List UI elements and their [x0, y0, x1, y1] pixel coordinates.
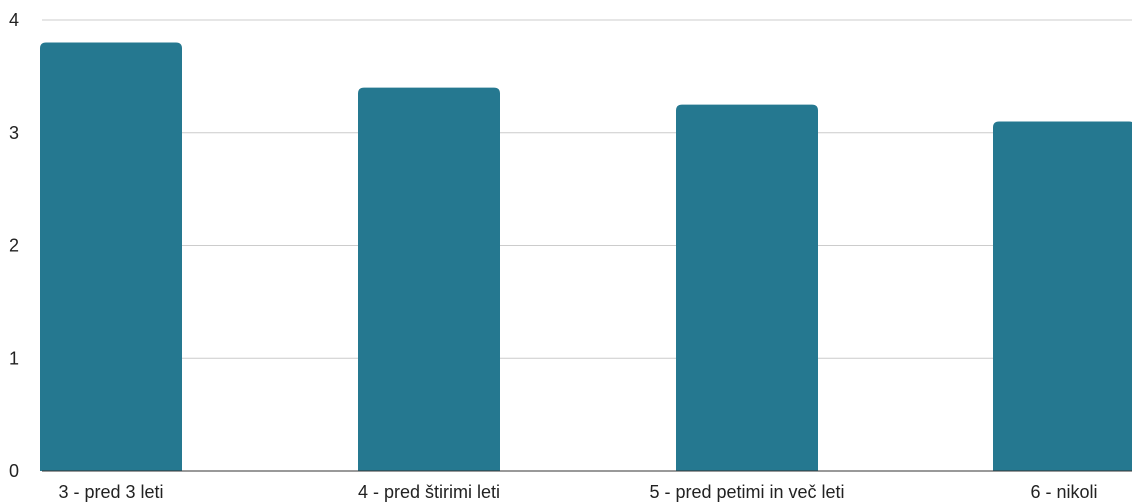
y-tick-label: 2: [9, 236, 19, 256]
bars: [40, 42, 1132, 472]
y-axis-ticks: 0 1 2 3 4: [9, 10, 19, 481]
y-tick-label: 3: [9, 123, 19, 143]
bar-3: [676, 104, 818, 471]
bar-1: [40, 42, 182, 472]
gridlines: [42, 19, 1132, 359]
bar-4: [993, 121, 1132, 471]
bar-2: [358, 87, 500, 472]
x-axis-labels: 3 - pred 3 leti 4 - pred štirimi leti 5 - …: [58, 482, 1097, 502]
x-category-label: 3 - pred 3 leti: [58, 482, 163, 502]
y-tick-label: 0: [9, 461, 19, 481]
y-tick-label: 4: [9, 10, 19, 30]
x-category-label: 4 - pred štirimi leti: [358, 482, 500, 502]
y-tick-label: 1: [9, 348, 19, 368]
x-category-label: 6 - nikoli: [1030, 482, 1097, 502]
x-category-label: 5 - pred petimi in več leti: [649, 482, 844, 502]
